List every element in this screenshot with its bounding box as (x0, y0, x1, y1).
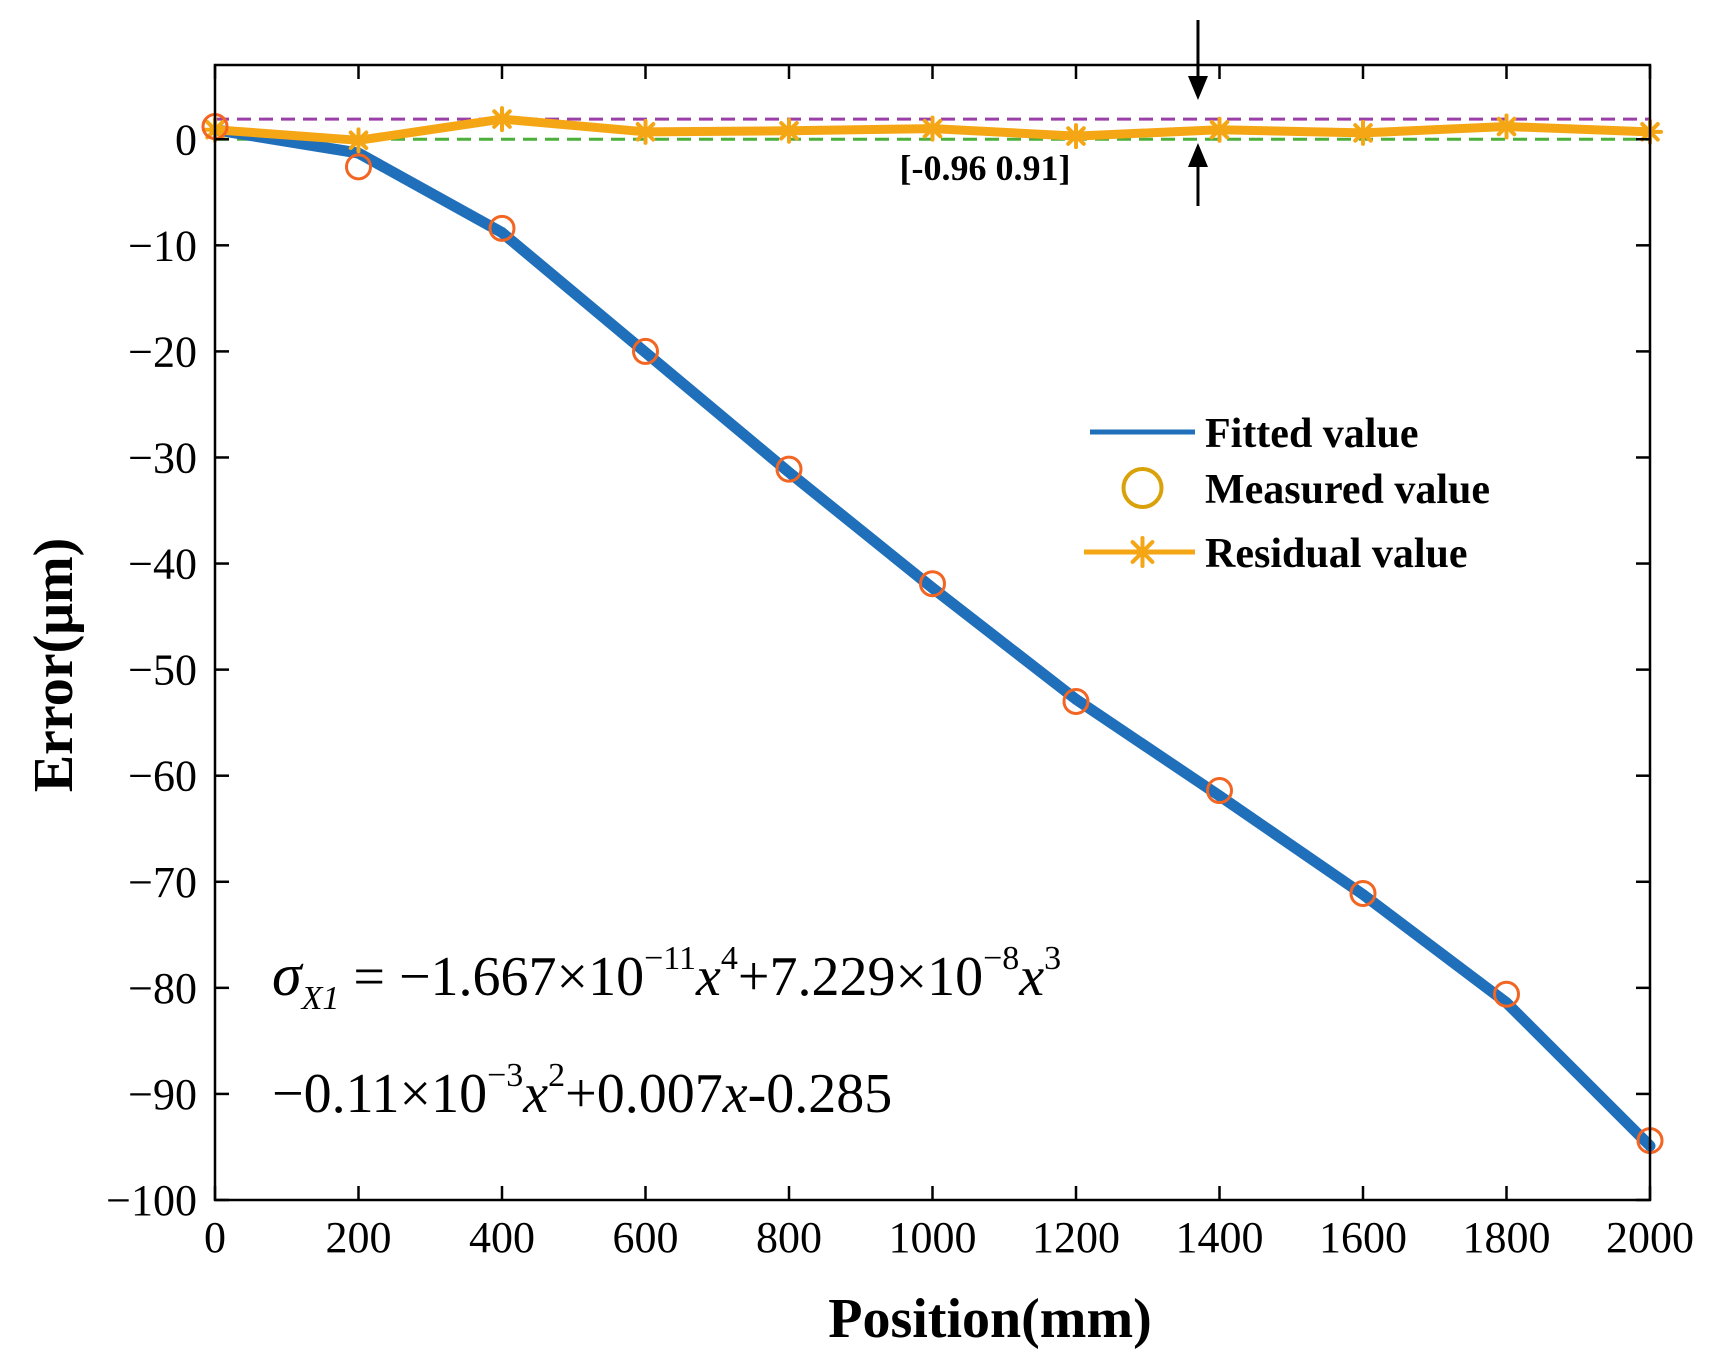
x-tick-label: 400 (469, 1213, 535, 1262)
annotations: [-0.96 0.91]σX1 = −1.667×10−11x4+7.229×1… (272, 20, 1208, 1125)
x-tick-label: 1800 (1463, 1213, 1551, 1262)
range-arrow-top-head (1187, 76, 1208, 100)
x-tick-label: 1000 (889, 1213, 977, 1262)
eq-power: 3 (1044, 940, 1061, 977)
measured-value-point (775, 455, 803, 483)
x-tick-label: 1600 (1319, 1213, 1407, 1262)
x-tick-label: 600 (613, 1213, 679, 1262)
y-axis-title: Error(μm) (23, 538, 85, 793)
residual-value-point (345, 127, 372, 154)
residual-value-point-stroke (1209, 119, 1230, 140)
legend-residual-marker-stroke (1130, 540, 1155, 564)
legend-measured-label: Measured value (1205, 467, 1490, 513)
legend: Fitted value Measured value Residual value (1084, 411, 1490, 577)
y-tick-label: −10 (128, 221, 197, 270)
y-tick-label: −30 (128, 433, 197, 482)
residual-value-point (1493, 113, 1520, 140)
eq-term: -0.285 (748, 1063, 893, 1125)
eq-variable: x (695, 946, 721, 1008)
fitted-value-line (209, 124, 1656, 1152)
measured-value-point (632, 337, 659, 365)
eq-power: 4 (721, 940, 738, 977)
residual-value-point-stroke (779, 120, 799, 141)
eq-term: −0.11×10 (272, 1063, 487, 1125)
residual-value-point-stroke (922, 118, 943, 139)
eq-variable: x (522, 1063, 548, 1125)
eq-variable: x (1018, 946, 1044, 1008)
eq-variable: x (722, 1063, 748, 1125)
x-tick-label: 0 (204, 1213, 226, 1262)
residual-value-point (1063, 123, 1089, 150)
residual-value-point-stroke (1066, 126, 1086, 146)
measured-value-point (1493, 980, 1520, 1008)
measured-value-point (1349, 879, 1377, 907)
y-tick-label: −20 (128, 327, 197, 376)
eq-power: 2 (548, 1057, 565, 1094)
measured-value-point (345, 153, 372, 181)
x-axis-title: Position(mm) (828, 1288, 1152, 1350)
residual-value-point (632, 118, 659, 145)
legend-residual-marker (1126, 536, 1159, 568)
eq-exponent: −11 (644, 940, 696, 977)
legend-measured-swatch (1121, 467, 1164, 509)
measured-value-point (1206, 777, 1233, 805)
x-tick-label: 1400 (1176, 1213, 1264, 1262)
y-tick-label: −60 (128, 752, 197, 801)
eq-term: +0.007 (565, 1063, 723, 1125)
residual-value-point (1350, 119, 1376, 146)
measured-value-point (919, 570, 946, 598)
measured-value-point (488, 214, 516, 242)
x-tick-label: 200 (326, 1213, 392, 1262)
y-tick-label: −100 (106, 1176, 197, 1225)
residual-value-point-stroke (635, 122, 656, 142)
eq-subscript: X1 (300, 980, 340, 1017)
x-tick-label: 2000 (1606, 1213, 1694, 1262)
equation-line-1: σX1 = −1.667×10−11x4+7.229×10−8x3 (272, 940, 1061, 1017)
y-tick-label: −80 (128, 964, 197, 1013)
x-tick-label: 800 (756, 1213, 822, 1262)
range-arrow-bottom-head (1187, 143, 1208, 167)
residual-value-point (776, 117, 802, 144)
y-tick-label: −70 (128, 858, 197, 907)
eq-exponent: −3 (487, 1057, 523, 1094)
legend-fitted-label: Fitted value (1205, 411, 1418, 457)
y-tick-label: 0 (175, 115, 197, 164)
residual-value-point-stroke (492, 109, 512, 129)
x-tick-label: 1200 (1032, 1213, 1120, 1262)
axes: 0 200 400 600 800 1000 1200 1400 1600 1800 20000−1… (106, 63, 1694, 1262)
y-tick-label: −90 (128, 1070, 197, 1119)
residual-value-point-stroke (348, 130, 369, 151)
legend-residual-label: Residual value (1205, 531, 1468, 577)
residual-value-point (489, 106, 515, 133)
y-tick-label: −50 (128, 646, 197, 695)
measured-value-point (1062, 687, 1090, 715)
eq-term: +7.229×10 (738, 946, 983, 1008)
plot-area (201, 106, 1664, 1155)
eq-term: = −1.667×10 (339, 946, 644, 1008)
residual-value-point-stroke (1496, 116, 1517, 137)
y-tick-label: −40 (128, 540, 197, 589)
residual-value-point (1206, 116, 1233, 143)
residual-value-point-stroke (1353, 123, 1373, 143)
range-label: [-0.96 0.91] (900, 148, 1071, 188)
residual-value-point (919, 115, 946, 142)
eq-exponent: −8 (983, 940, 1019, 977)
equation-line-2: −0.11×10−3x2+0.007x-0.285 (272, 1057, 892, 1125)
eq-sigma: σ (272, 942, 304, 1008)
